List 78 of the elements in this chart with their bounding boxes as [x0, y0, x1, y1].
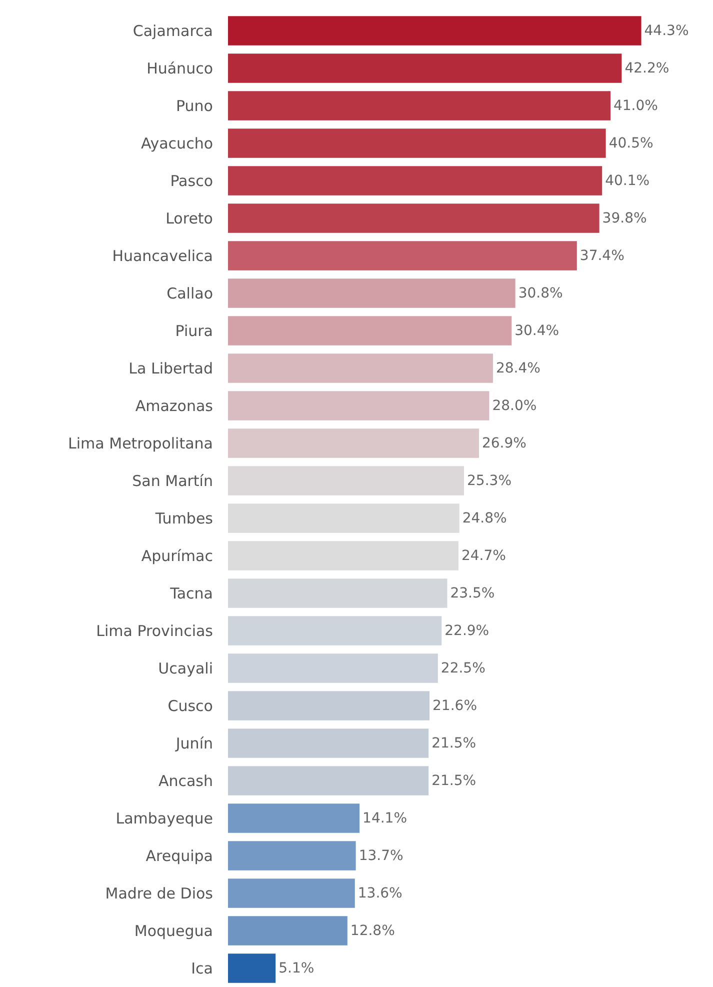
bar — [228, 128, 606, 158]
bar — [228, 841, 356, 870]
data-label: 21.5% — [432, 735, 476, 752]
y-tick-label: Lambayeque — [116, 810, 213, 828]
bar — [228, 691, 430, 720]
data-label: 28.4% — [496, 360, 540, 376]
y-tick-label: Cajamarca — [132, 22, 213, 40]
data-label: 21.6% — [432, 698, 477, 714]
data-label: 22.9% — [444, 622, 490, 639]
bar — [228, 166, 602, 196]
data-label: 13.7% — [358, 848, 404, 864]
data-label: 5.1% — [278, 960, 314, 976]
y-tick-label: Arequipa — [146, 847, 213, 865]
bar — [228, 428, 479, 458]
data-label: 44.3% — [644, 22, 689, 39]
data-label: 37.4% — [580, 248, 624, 264]
y-tick-label: Cusco — [168, 697, 213, 715]
bar — [228, 578, 448, 608]
bar — [228, 466, 464, 496]
data-label: 28.0% — [492, 398, 537, 414]
y-tick-label: Puno — [176, 97, 213, 115]
y-tick-label: Loreto — [166, 210, 213, 228]
data-label: 42.2% — [624, 60, 670, 76]
y-tick-label: Moquegua — [134, 922, 213, 940]
data-label: 13.6% — [358, 885, 402, 902]
bar — [228, 541, 458, 570]
y-tick-label: Madre de Dios — [105, 884, 214, 902]
bar — [228, 16, 642, 46]
y-tick-label: Huancavelica — [112, 247, 213, 265]
y-tick-label: Ucayali — [158, 660, 213, 678]
data-label: 21.5% — [432, 772, 476, 789]
bar — [228, 278, 516, 308]
data-label: 24.7% — [461, 548, 506, 564]
y-tick-label: Junín — [174, 734, 213, 752]
y-tick-label: Huánuco — [146, 60, 213, 78]
data-label: 40.1% — [605, 172, 650, 189]
data-label: 14.1% — [362, 810, 408, 826]
data-label: 25.3% — [467, 472, 512, 489]
y-tick-label: Amazonas — [135, 397, 214, 415]
y-tick-label: Callao — [166, 284, 213, 302]
bar — [228, 316, 512, 346]
bar — [228, 804, 360, 833]
bar — [228, 766, 429, 796]
y-tick-label: Tumbes — [154, 510, 214, 528]
y-tick-label: San Martín — [132, 472, 213, 490]
data-label: 12.8% — [350, 922, 395, 939]
y-tick-label: Tacna — [169, 584, 213, 602]
y-tick-label: Piura — [175, 322, 213, 340]
data-label: 30.4% — [514, 322, 560, 339]
bar — [228, 654, 438, 683]
data-label: 26.9% — [482, 435, 526, 452]
y-tick-label: Ayacucho — [141, 134, 213, 152]
y-tick-label: Lima Provincias — [96, 622, 214, 640]
y-tick-label: La Libertad — [128, 360, 213, 378]
y-tick-label: Apurímac — [141, 547, 213, 565]
data-label: 24.8% — [462, 510, 507, 526]
bar — [228, 878, 355, 908]
data-label: 22.5% — [440, 660, 486, 676]
bar — [228, 916, 348, 946]
bar — [228, 54, 622, 83]
bar — [228, 504, 460, 533]
data-label: 39.8% — [602, 210, 647, 226]
bar — [228, 728, 429, 758]
data-label: 41.0% — [613, 98, 658, 114]
y-tick-label: Ancash — [158, 772, 213, 790]
bar — [228, 954, 276, 983]
bar — [228, 354, 493, 383]
data-label: 40.5% — [608, 135, 654, 152]
data-label: 30.8% — [518, 285, 563, 302]
bar — [228, 91, 610, 120]
bar — [228, 391, 490, 420]
y-tick-label: Pasco — [170, 172, 213, 190]
y-tick-label: Ica — [191, 960, 213, 978]
y-tick-label: Lima Metropolitana — [68, 434, 213, 452]
bar — [228, 241, 577, 270]
data-label: 23.5% — [450, 585, 495, 602]
bar — [228, 204, 600, 233]
bar — [228, 616, 442, 646]
